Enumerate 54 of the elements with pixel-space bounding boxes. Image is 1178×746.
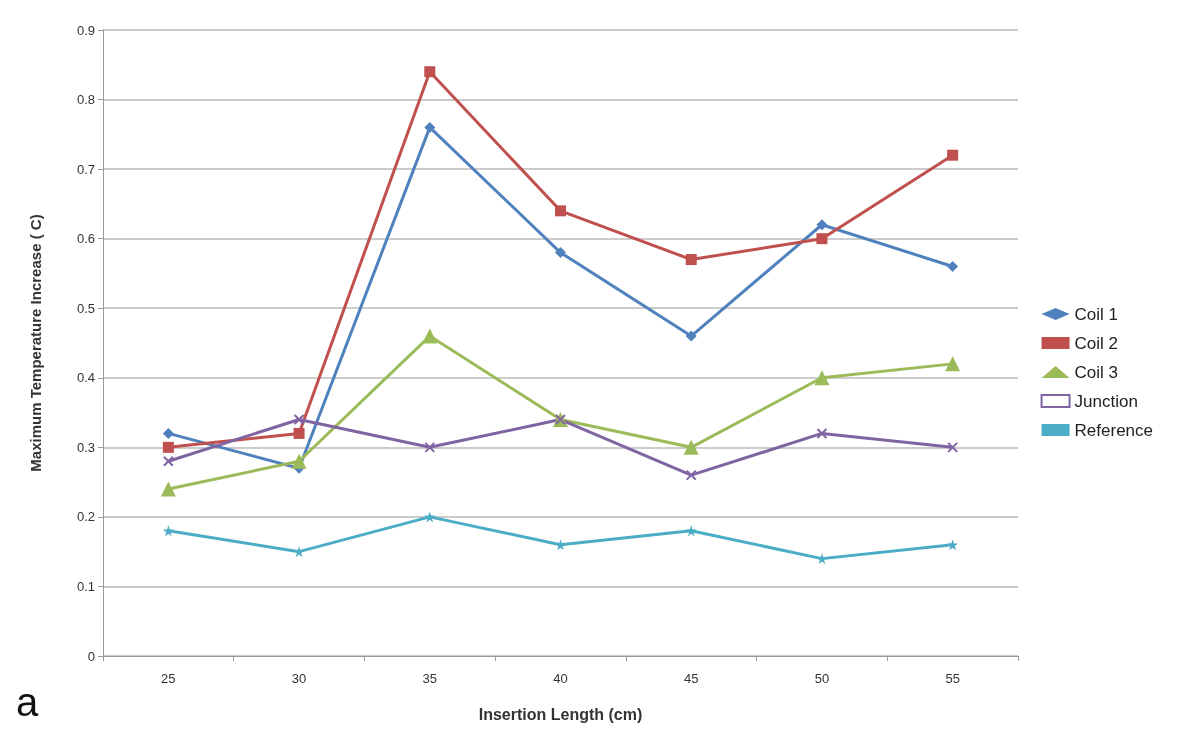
point	[683, 439, 699, 455]
point	[685, 525, 697, 537]
legend-label: Coil 2	[1074, 333, 1119, 353]
point	[162, 441, 174, 453]
point	[162, 427, 174, 439]
point	[293, 414, 305, 426]
x-tick-label: 30	[291, 671, 307, 686]
y-tick-label: 0.4	[76, 370, 95, 386]
point	[291, 453, 307, 469]
y-axis-title: Maximum Temperature Increase ( C)	[27, 214, 44, 472]
y-tick-label: 0.8	[76, 92, 95, 108]
point	[947, 149, 959, 161]
point	[424, 511, 436, 523]
point	[162, 525, 174, 537]
y-tick-label: 0.6	[76, 231, 95, 247]
point	[424, 121, 436, 133]
point	[945, 356, 961, 372]
point	[816, 427, 828, 439]
y-tick-label: 0.7	[76, 161, 95, 177]
legend-label: Reference	[1074, 420, 1153, 440]
y-tick-label: 0.2	[76, 509, 95, 525]
x-tick-label: 55	[945, 671, 960, 686]
point	[947, 441, 959, 453]
point	[160, 481, 176, 497]
legend-label: Junction	[1074, 391, 1138, 411]
point	[555, 205, 566, 217]
point	[816, 219, 828, 231]
y-tick-label: 0	[87, 648, 95, 664]
y-tick-label: 0.5	[76, 300, 95, 316]
point	[947, 539, 959, 551]
x-tick-label: 45	[683, 671, 699, 686]
y-tick-label: 0.1	[76, 578, 95, 594]
y-tick-label: 0.3	[76, 439, 95, 455]
x-tick-label: 35	[422, 671, 438, 686]
text: a	[16, 680, 39, 724]
point	[424, 441, 436, 453]
x-tick-label: 50	[814, 671, 830, 686]
point	[293, 427, 305, 439]
point	[162, 455, 174, 467]
point	[422, 328, 438, 344]
x-tick-label: 25	[161, 671, 176, 686]
legend-label: Coil 3	[1074, 362, 1119, 382]
point	[424, 66, 436, 78]
point	[685, 254, 697, 266]
legend-label: Coil 1	[1074, 304, 1119, 324]
point	[814, 370, 830, 386]
point	[685, 469, 697, 481]
point	[947, 260, 959, 272]
x-tick-label: 40	[553, 671, 568, 686]
point	[685, 330, 697, 342]
point	[555, 247, 566, 259]
x-axis-title: Insertion Length (cm)	[478, 705, 643, 723]
y-tick-label: 0.9	[76, 22, 95, 38]
point	[816, 233, 828, 245]
